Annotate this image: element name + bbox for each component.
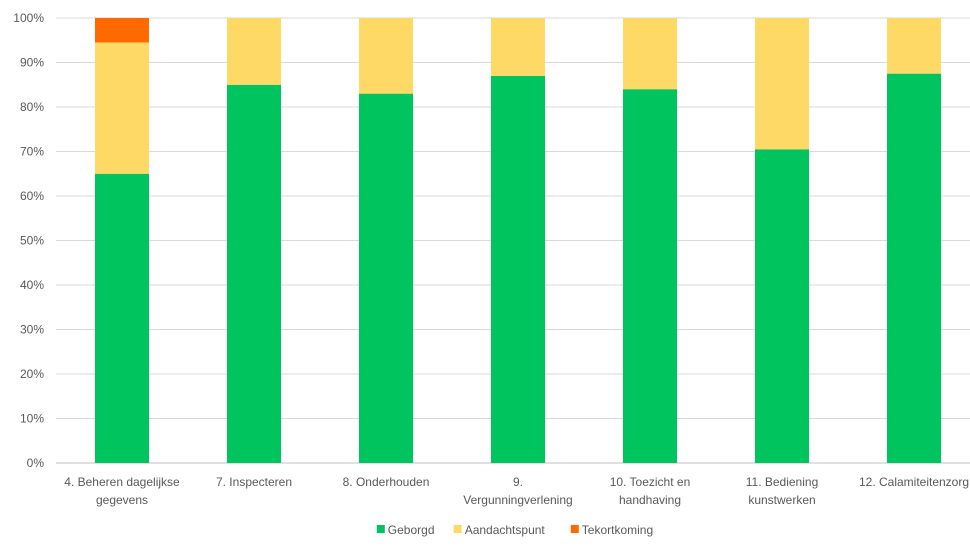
y-tick-label: 60% [20, 189, 44, 203]
bar-segment-aandachtspunt [227, 18, 281, 85]
bar-segment-geborgd [95, 173, 149, 463]
y-tick-label: 90% [20, 56, 44, 70]
legend-swatch [453, 525, 462, 533]
bar-segment-geborgd [623, 89, 677, 463]
bar-segment-aandachtspunt [887, 18, 941, 74]
x-axis-tick-labels: 4. Beheren dagelijkse gegevens 7. Inspecte… [64, 475, 969, 507]
bar-segment-aandachtspunt [359, 18, 413, 94]
x-tick-label: 10. Toezicht en handhaving [610, 475, 691, 507]
legend-label: Geborgd [388, 523, 435, 537]
x-tick-label: 4. Beheren dagelijkse gegevens [64, 475, 180, 507]
x-tick-label: 11. Bediening kunstwerken [746, 475, 819, 507]
bar-segment-geborgd [227, 84, 281, 463]
bar-segment-geborgd [359, 93, 413, 464]
legend-item-tekortkoming: Tekortkoming [570, 523, 653, 537]
bar-segment-aandachtspunt [491, 18, 545, 76]
bar-segment-tekortkoming [95, 18, 149, 43]
y-tick-label: 10% [20, 412, 44, 426]
bars [95, 18, 941, 464]
legend-label: Aandachtspunt [465, 523, 546, 537]
legend-label: Tekortkoming [582, 523, 653, 537]
legend-swatch [376, 525, 385, 533]
y-tick-label: 80% [20, 100, 44, 114]
bar-segment-geborgd [755, 149, 809, 463]
bar-segment-aandachtspunt [755, 18, 809, 150]
x-tick-label: 8. Onderhouden [343, 475, 430, 489]
legend: Geborgd Aandachtspunt Tekortkoming [376, 523, 653, 537]
legend-item-aandachtspunt: Aandachtspunt [453, 523, 546, 537]
y-tick-label: 50% [20, 234, 44, 248]
legend-swatch [570, 525, 579, 533]
bar-segment-aandachtspunt [623, 18, 677, 90]
x-tick-label: 9. Vergunningverlening [463, 475, 572, 507]
y-tick-label: 30% [20, 323, 44, 337]
bar-segment-aandachtspunt [95, 42, 149, 174]
bar-segment-geborgd [491, 75, 545, 463]
y-axis-tick-labels: 0% 10% 20% 30% 40% 50% 60% 70% 80% 90% 100% [13, 11, 44, 470]
y-tick-label: 100% [13, 11, 44, 25]
y-tick-label: 70% [20, 145, 44, 159]
legend-item-geborgd: Geborgd [376, 523, 435, 537]
y-tick-label: 20% [20, 367, 44, 381]
bar-segment-geborgd [887, 73, 941, 463]
y-tick-label: 0% [27, 456, 45, 470]
x-tick-label: 7. Inspecteren [216, 475, 292, 489]
y-tick-label: 40% [20, 278, 44, 292]
x-tick-label: 12. Calamiteitenzorg [859, 475, 969, 489]
